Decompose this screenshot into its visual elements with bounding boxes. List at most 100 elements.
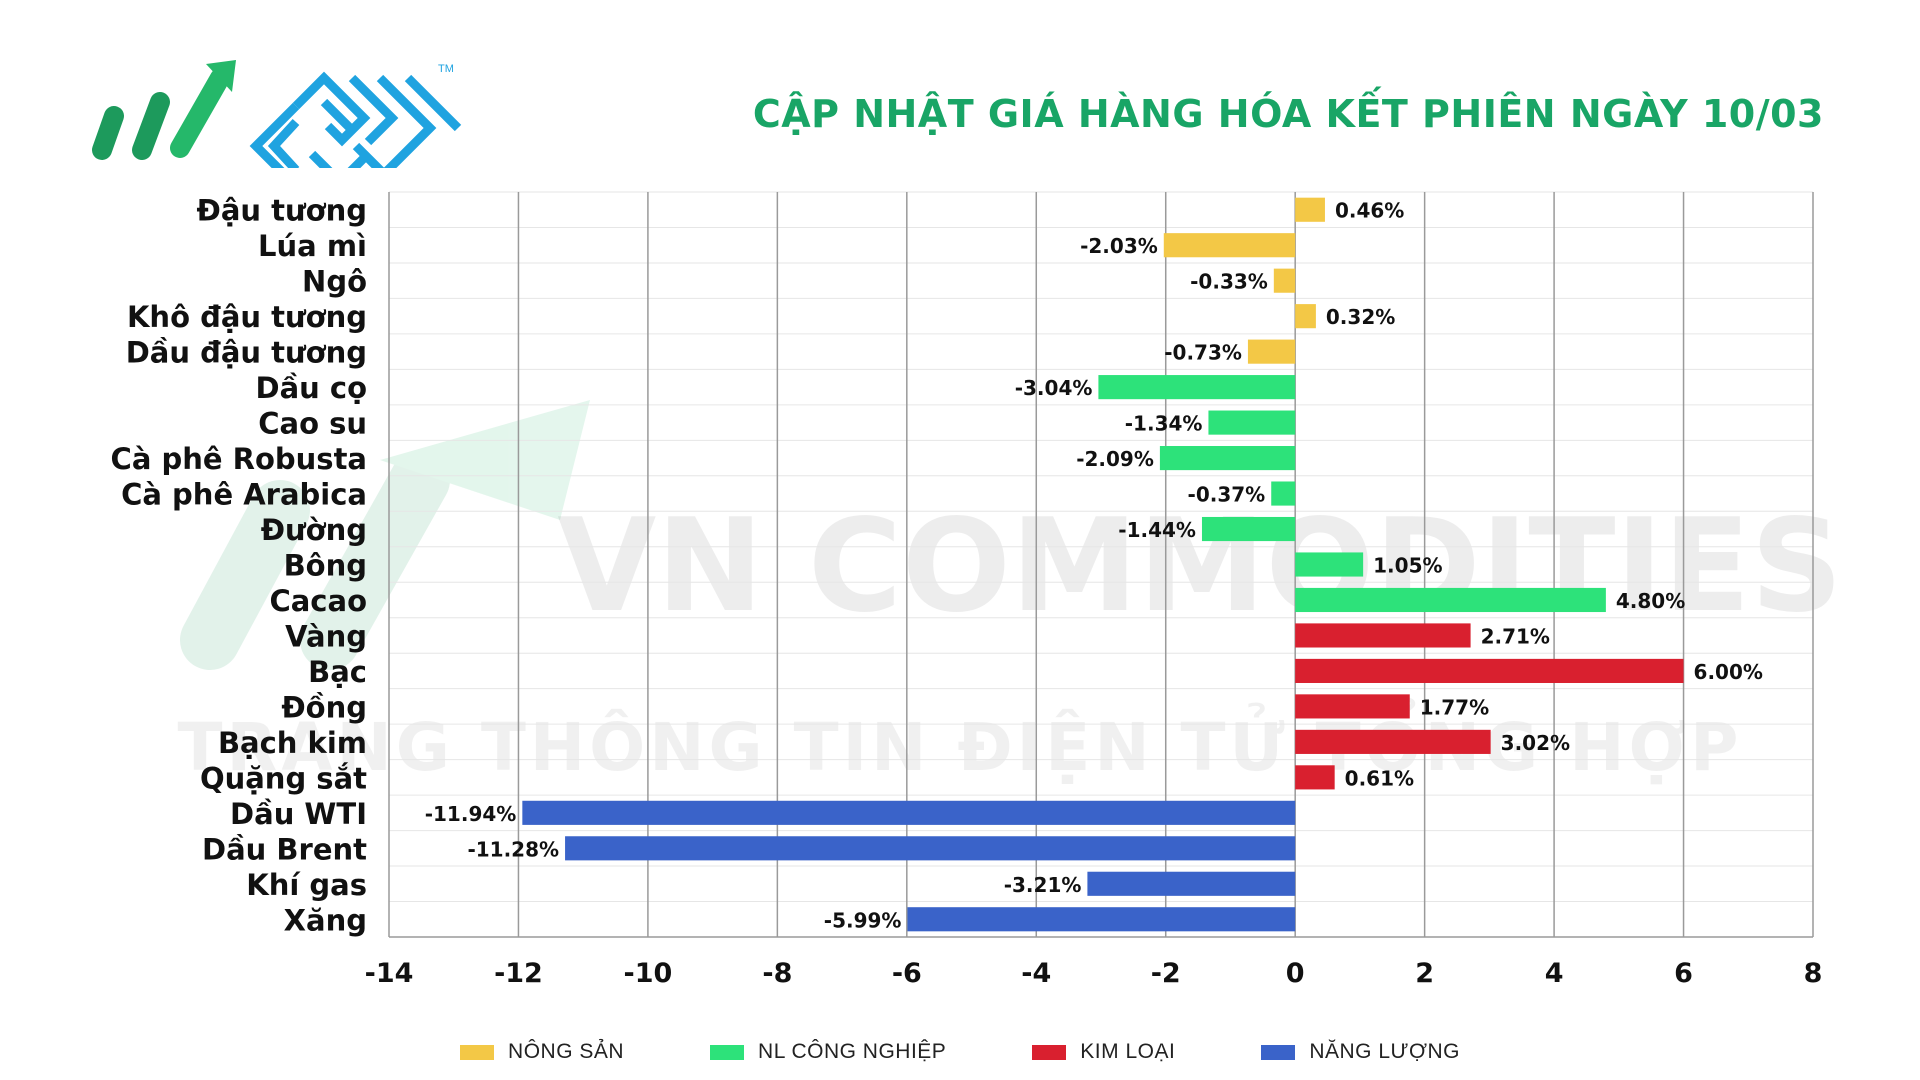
- category-label: Khí gas: [246, 868, 367, 902]
- page-title: CẬP NHẬT GIÁ HÀNG HÓA KẾT PHIÊN NGÀY 10/…: [752, 92, 1824, 136]
- value-label: -11.94%: [425, 802, 517, 826]
- growth-arrow-icon: [92, 60, 236, 160]
- bar-15: [1295, 694, 1410, 719]
- x-tick-label: -2: [1151, 958, 1181, 989]
- value-label: 6.00%: [1694, 660, 1763, 684]
- watermark-arrow-icon: [180, 400, 590, 670]
- x-tick-label: 2: [1415, 958, 1434, 989]
- x-tick-label: -8: [762, 958, 792, 989]
- legend-label: NL CÔNG NGHIỆP: [758, 1040, 947, 1063]
- category-label: Cà phê Arabica: [121, 478, 367, 512]
- bar-1: [1295, 197, 1325, 222]
- value-label: -1.34%: [1125, 412, 1203, 436]
- bar-20: [1087, 871, 1296, 896]
- category-label: Bạc: [308, 655, 367, 689]
- legend-label: KIM LOẠI: [1080, 1040, 1176, 1063]
- category-label: Dầu cọ: [256, 371, 368, 405]
- value-label: 0.61%: [1345, 766, 1414, 790]
- legend-item: NÔNG SẢN: [460, 1040, 624, 1064]
- x-tick-label: 0: [1286, 958, 1305, 989]
- value-label: -2.09%: [1076, 447, 1154, 471]
- category-label: Ngô: [302, 265, 367, 299]
- x-tick-label: 4: [1545, 958, 1564, 989]
- value-label: -3.21%: [1004, 873, 1082, 897]
- value-label: -3.04%: [1015, 376, 1093, 400]
- bar-5: [1247, 339, 1296, 364]
- value-label: -1.44%: [1118, 518, 1196, 542]
- maze-mark-icon: [249, 71, 462, 168]
- value-label: -0.33%: [1190, 270, 1268, 294]
- value-label: -11.28%: [467, 837, 559, 861]
- category-label: Bông: [284, 549, 367, 583]
- value-label: 2.71%: [1481, 624, 1550, 648]
- x-tick-label: 8: [1804, 958, 1823, 989]
- bar-11: [1295, 552, 1364, 577]
- legend-swatch: [1261, 1044, 1296, 1060]
- watermark-brand: VN COMMODITIES: [557, 492, 1843, 641]
- category-label: Dầu WTI: [230, 797, 367, 831]
- category-label: Bạch kim: [218, 726, 367, 760]
- value-label: -2.03%: [1080, 234, 1158, 258]
- legend-swatch: [710, 1044, 745, 1060]
- value-label: 0.46%: [1335, 199, 1404, 223]
- legend-swatch: [1032, 1044, 1067, 1060]
- bar-17: [1295, 765, 1335, 790]
- chart-legend: NÔNG SẢN NL CÔNG NGHIỆP KIM LOẠI NĂNG LƯỢNG: [0, 1040, 1920, 1064]
- x-tick-label: -4: [1021, 958, 1051, 989]
- x-tick-label: -6: [892, 958, 922, 989]
- bar-12: [1295, 587, 1606, 613]
- bar-4: [1295, 304, 1316, 329]
- legend-label: NÔNG SẢN: [508, 1040, 625, 1063]
- company-logo: TM: [92, 60, 462, 168]
- category-label: Lúa mì: [258, 229, 367, 263]
- category-label: Đậu tương: [197, 194, 367, 228]
- legend-item: NĂNG LƯỢNG: [1261, 1040, 1460, 1064]
- x-tick-label: -14: [365, 958, 414, 989]
- chart-bars: [522, 197, 1684, 932]
- bar-3: [1273, 268, 1296, 293]
- value-label: -0.37%: [1188, 483, 1266, 507]
- x-tick-label: -12: [494, 958, 543, 989]
- value-label: -0.73%: [1164, 341, 1242, 365]
- category-label: Khô đậu tương: [127, 300, 367, 334]
- category-label: Cacao: [269, 584, 367, 618]
- legend-item: NL CÔNG NGHIỆP: [710, 1040, 946, 1064]
- bar-7: [1208, 410, 1296, 435]
- category-label: Đường: [261, 513, 367, 547]
- value-label: 4.80%: [1616, 589, 1685, 613]
- x-axis-ticks: -14 -12 -10 -8 -6 -4 -2 0 2 4 6 8: [365, 958, 1823, 989]
- bar-18: [522, 800, 1296, 825]
- category-label: Cao su: [258, 407, 367, 441]
- bar-16: [1295, 729, 1491, 754]
- bar-14: [1295, 658, 1684, 683]
- value-label: 1.77%: [1420, 695, 1489, 719]
- value-label: 1.05%: [1373, 554, 1442, 578]
- bar-10: [1201, 516, 1296, 542]
- bar-9: [1271, 481, 1296, 506]
- value-labels: 0.46% -2.03% -0.33% 0.32% -0.73% -3.04% -1.34%…: [425, 199, 1763, 933]
- category-label: Quặng sắt: [200, 761, 367, 795]
- legend-swatch: [460, 1044, 495, 1060]
- value-label: 0.32%: [1326, 305, 1395, 329]
- category-label: Dầu Brent: [202, 832, 367, 866]
- bar-19: [565, 836, 1296, 861]
- category-label: Đồng: [281, 690, 367, 724]
- x-tick-label: 6: [1674, 958, 1693, 989]
- legend-label: NĂNG LƯỢNG: [1309, 1040, 1460, 1063]
- x-tick-label: -10: [624, 958, 673, 989]
- bar-21: [907, 907, 1296, 932]
- category-label: Dầu đậu tương: [126, 336, 367, 370]
- category-label: Vàng: [285, 619, 367, 653]
- category-label: Xăng: [284, 903, 367, 937]
- bar-13: [1295, 623, 1471, 648]
- bar-6: [1098, 375, 1296, 400]
- value-label: 3.02%: [1501, 731, 1570, 755]
- trademark-text: TM: [438, 63, 454, 75]
- category-label: Cà phê Robusta: [111, 442, 367, 476]
- chart-grid: [388, 191, 1814, 938]
- value-label: -5.99%: [824, 908, 902, 932]
- legend-item: KIM LOẠI: [1032, 1040, 1175, 1064]
- bar-2: [1163, 233, 1296, 258]
